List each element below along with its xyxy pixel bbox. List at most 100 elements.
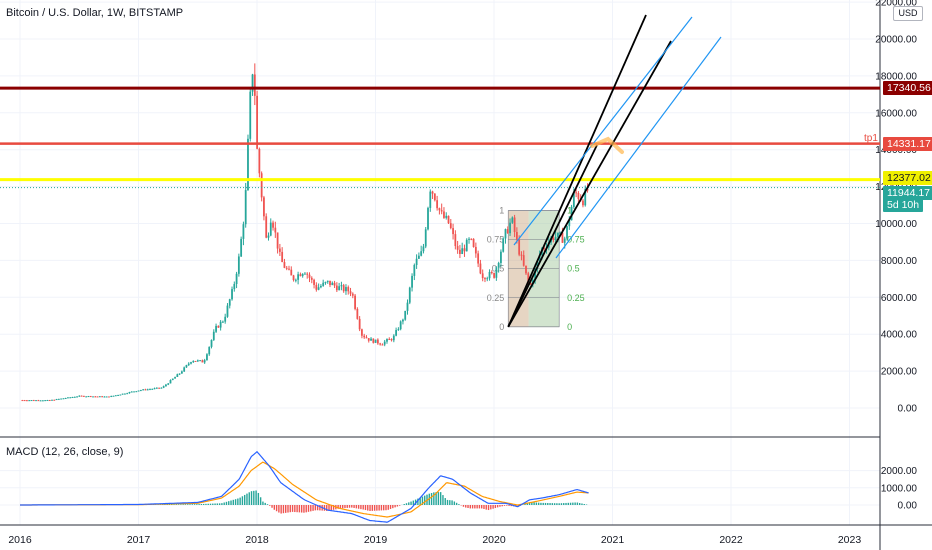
candle-body bbox=[563, 238, 566, 243]
currency-label[interactable]: USD bbox=[893, 6, 923, 21]
candle-body bbox=[294, 279, 297, 281]
candle-body bbox=[349, 291, 352, 294]
candle-body bbox=[308, 274, 311, 278]
candle-body bbox=[251, 74, 254, 92]
price-tick-label: 8000.00 bbox=[881, 256, 918, 267]
price-tick-label: 22000.00 bbox=[875, 0, 917, 9]
candle-body bbox=[472, 238, 475, 247]
candle-body bbox=[253, 74, 256, 96]
time-axis[interactable]: 2016 2017 2018 2019 2020 2021 2022 2023 bbox=[8, 534, 861, 546]
candle-body bbox=[151, 388, 154, 390]
candle-body bbox=[445, 215, 448, 218]
candle-body bbox=[126, 393, 129, 395]
candle-body bbox=[422, 246, 425, 252]
candle-body bbox=[269, 222, 272, 236]
candle-body bbox=[292, 275, 295, 281]
candle-body bbox=[285, 267, 288, 269]
candle-body bbox=[242, 224, 245, 239]
time-tick-label: 2018 bbox=[245, 534, 269, 546]
candle-body bbox=[468, 238, 470, 240]
candle-body bbox=[513, 217, 516, 233]
candle-body bbox=[94, 396, 97, 398]
candle-body bbox=[130, 391, 133, 393]
candle-body bbox=[333, 282, 336, 286]
candle-body bbox=[60, 398, 63, 400]
candle-body bbox=[256, 95, 258, 149]
candle-body bbox=[304, 273, 306, 275]
candle-body bbox=[121, 393, 124, 395]
candle-body bbox=[144, 389, 147, 391]
candle-body bbox=[424, 229, 427, 247]
target-label: tp1 bbox=[864, 133, 878, 144]
candle-body bbox=[556, 232, 559, 238]
macd-axis[interactable]: 0.00 1000.00 2000.00 bbox=[881, 466, 918, 511]
candle-body bbox=[518, 239, 521, 255]
candle-body bbox=[552, 237, 555, 240]
price-tick-label: 2000.00 bbox=[881, 367, 918, 378]
candle-body bbox=[388, 339, 391, 341]
candle-body bbox=[415, 258, 418, 266]
candle-body bbox=[381, 344, 384, 346]
resistance-lines[interactable] bbox=[0, 86, 880, 189]
candle-body bbox=[297, 274, 300, 280]
candle-body bbox=[351, 293, 354, 296]
candle-body bbox=[474, 246, 477, 254]
candle-body bbox=[219, 321, 222, 328]
candle-body bbox=[96, 396, 99, 398]
fan-line-3 bbox=[507, 144, 598, 328]
candle-body bbox=[101, 396, 104, 398]
candle-body bbox=[319, 285, 322, 288]
candle-body bbox=[87, 396, 90, 398]
candle-body bbox=[310, 277, 313, 280]
candle-body bbox=[404, 310, 407, 320]
candle-body bbox=[171, 378, 174, 381]
candle-body bbox=[572, 192, 575, 207]
candle-body bbox=[260, 173, 263, 198]
candle-body bbox=[306, 273, 309, 275]
candle-body bbox=[208, 346, 211, 355]
candle-body bbox=[278, 248, 281, 252]
candle-body bbox=[169, 380, 172, 384]
price-tick-label: 16000.00 bbox=[875, 108, 917, 119]
macd-tick-label: 1000.00 bbox=[881, 483, 918, 494]
candle-body bbox=[89, 396, 92, 398]
candle-body bbox=[566, 226, 568, 239]
candle-body bbox=[399, 321, 402, 330]
candle-body bbox=[449, 223, 452, 229]
candle-body bbox=[226, 305, 229, 317]
candle-body bbox=[92, 396, 94, 398]
candle-body bbox=[575, 192, 578, 194]
candle-body bbox=[149, 389, 151, 391]
candle-body bbox=[281, 251, 284, 263]
candle-body bbox=[413, 265, 416, 276]
candle-body bbox=[484, 278, 486, 280]
last-price-badge: 11944.17 bbox=[883, 186, 932, 200]
candle-body bbox=[206, 354, 208, 361]
candle-body bbox=[477, 253, 480, 264]
candle-body bbox=[395, 330, 398, 336]
channel-lower bbox=[555, 36, 722, 259]
candle-body bbox=[283, 262, 286, 268]
candle-body bbox=[525, 265, 527, 274]
candle-body bbox=[363, 335, 366, 338]
candle-body bbox=[249, 91, 252, 139]
candle-body bbox=[178, 373, 181, 375]
candle-body bbox=[201, 360, 204, 363]
candle-body bbox=[37, 400, 40, 402]
candle-body bbox=[46, 400, 49, 402]
candle-body bbox=[347, 287, 350, 292]
channel-upper bbox=[513, 16, 693, 246]
candle-body bbox=[265, 216, 268, 238]
trend-drawings[interactable] bbox=[507, 14, 722, 328]
candle-body bbox=[500, 251, 502, 263]
time-tick-label: 2019 bbox=[364, 534, 388, 546]
candle-body bbox=[44, 400, 47, 402]
candle-body bbox=[490, 271, 493, 274]
candle-body bbox=[78, 395, 81, 397]
candle-body bbox=[105, 396, 108, 398]
candle-body bbox=[190, 362, 192, 364]
candle-body bbox=[62, 398, 65, 400]
candle-body bbox=[215, 325, 217, 332]
time-tick-label: 2022 bbox=[719, 534, 743, 546]
